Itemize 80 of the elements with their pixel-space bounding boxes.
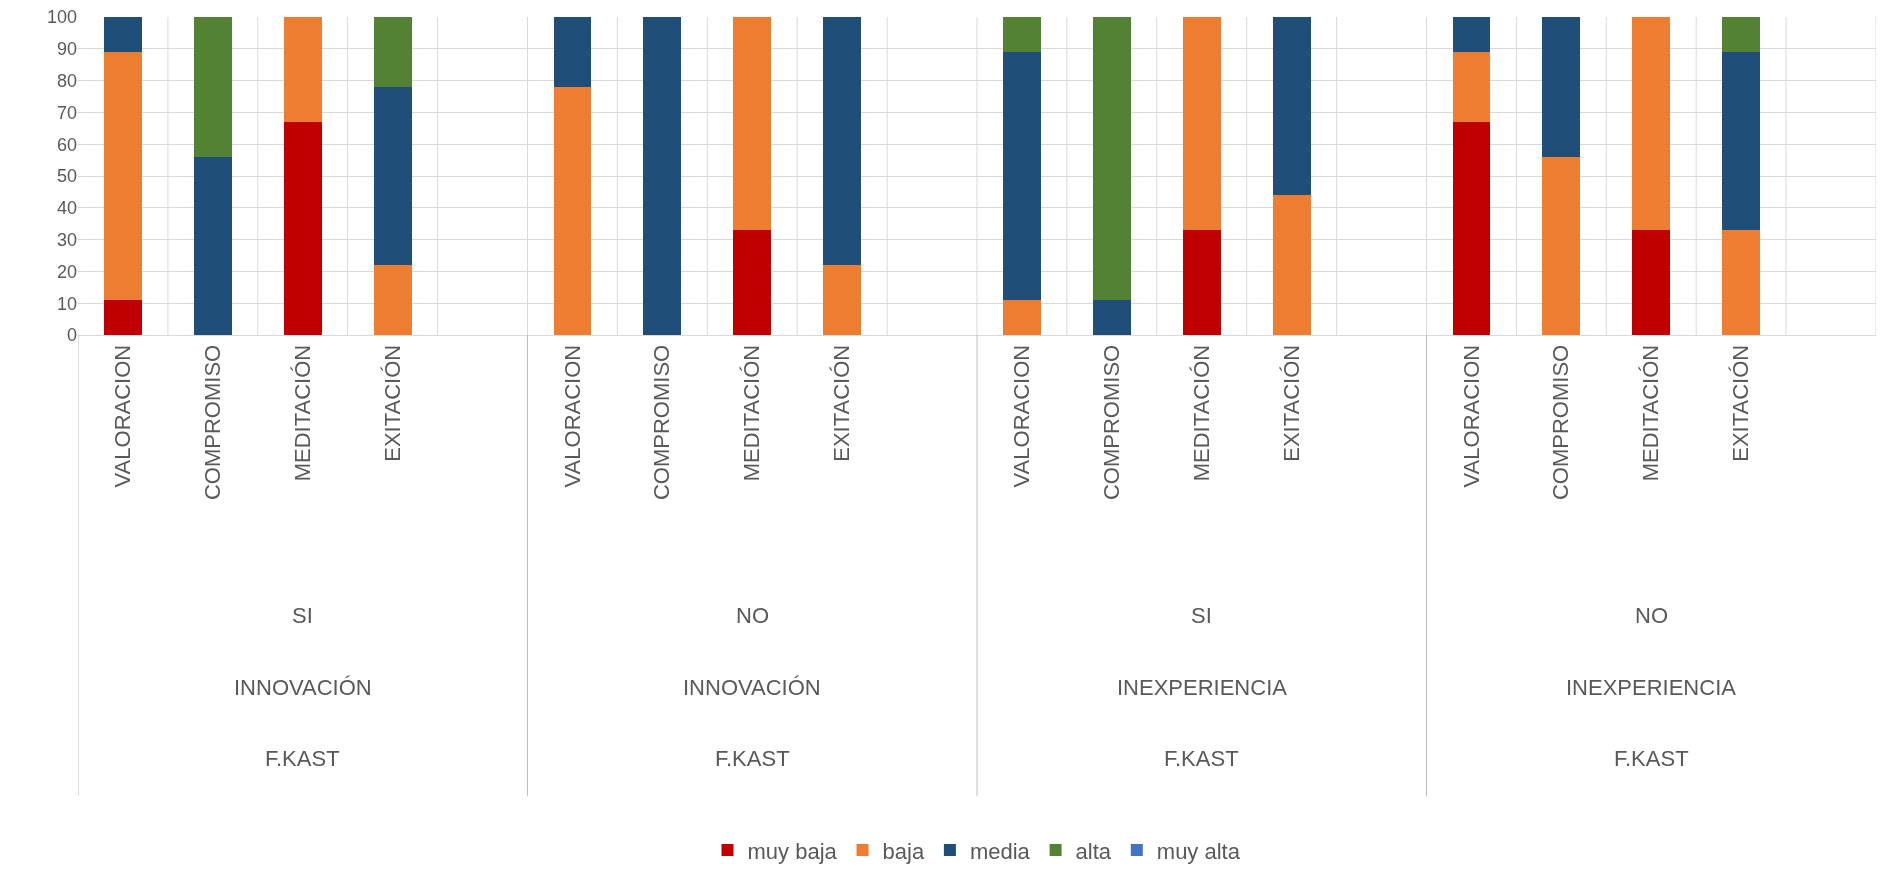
text: SI <box>1191 603 1212 628</box>
y-tick-label: 20 <box>56 261 77 282</box>
text: INNOVACIÓN <box>234 675 372 700</box>
bar <box>1453 52 1490 122</box>
text: SI <box>292 603 313 628</box>
x-tick-label: MEDITACIÓN <box>1638 344 1664 482</box>
x-tick-label: MEDITACIÓN <box>1188 344 1214 482</box>
bar <box>1093 300 1131 335</box>
bar <box>554 87 591 335</box>
y-tick-label: 70 <box>56 102 77 123</box>
text: INNOVACIÓN <box>683 675 821 700</box>
bar <box>104 17 142 52</box>
x-tick-label: COMPROMISO <box>1099 344 1124 501</box>
bar <box>284 122 322 335</box>
x-tick-label: COMPROMISO <box>200 344 225 501</box>
bar <box>1542 157 1580 335</box>
x-tick-label: EXITACIÓN <box>829 344 855 462</box>
x-tick-label: EXITACIÓN <box>1728 344 1754 462</box>
x-tick-label: VALORACION <box>1009 344 1035 488</box>
y-tick-label: 10 <box>56 293 77 314</box>
bar <box>284 17 322 122</box>
text: F.KAST <box>715 746 790 771</box>
x-tick-label: EXITACIÓN <box>1278 344 1304 462</box>
x-tick-label: COMPROMISO <box>649 344 675 501</box>
legend-label: baja <box>882 838 925 864</box>
legend-label: muy alta <box>1156 838 1241 864</box>
text: NO <box>1635 603 1668 628</box>
bar <box>1273 195 1311 335</box>
bar <box>194 157 232 335</box>
bar <box>194 17 232 157</box>
bar <box>1003 300 1041 335</box>
bar <box>823 265 861 335</box>
text: INEXPERIENCIA <box>1117 675 1288 700</box>
bar <box>374 17 412 87</box>
legend-label: alta <box>1075 838 1112 864</box>
bar <box>733 230 771 335</box>
x-tick-label: VALORACION <box>559 344 585 488</box>
bar <box>1003 17 1041 52</box>
bar <box>823 17 861 265</box>
bar <box>1722 52 1760 230</box>
bar <box>104 52 142 300</box>
y-tick-label: 50 <box>56 166 77 187</box>
bar <box>1093 17 1131 300</box>
text: NO <box>736 603 769 628</box>
bar <box>1183 17 1221 230</box>
bar <box>1453 122 1490 335</box>
bar <box>1722 230 1760 335</box>
y-tick-label: 80 <box>56 70 77 91</box>
text: F.KAST <box>265 746 340 771</box>
bar <box>1722 17 1760 52</box>
x-tick-label: MEDITACIÓN <box>739 344 765 482</box>
bar <box>554 17 591 87</box>
bar <box>643 17 681 335</box>
bar <box>1003 52 1041 300</box>
bar <box>374 87 412 265</box>
bar <box>1542 17 1580 157</box>
bar <box>1453 17 1490 52</box>
x-tick-label: EXITACIÓN <box>379 344 405 462</box>
y-tick-label: 30 <box>56 229 77 250</box>
bar <box>1183 230 1221 335</box>
y-tick-label: 60 <box>56 134 77 155</box>
text: F.KAST <box>1164 746 1239 771</box>
bar <box>1632 230 1670 335</box>
text: F.KAST <box>1614 746 1689 771</box>
bar <box>104 300 142 335</box>
x-tick-label: VALORACION <box>110 344 136 488</box>
legend-label: media <box>969 838 1031 864</box>
x-tick-label: COMPROMISO <box>1548 344 1574 501</box>
bar <box>1632 17 1670 230</box>
x-tick-label: MEDITACIÓN <box>289 344 315 482</box>
bar <box>733 17 771 230</box>
y-tick-label: 40 <box>56 198 77 219</box>
y-tick-label: 90 <box>56 39 77 60</box>
legend-label: muy baja <box>747 838 838 864</box>
x-tick-label: VALORACION <box>1458 344 1484 488</box>
y-tick-label: 0 <box>66 325 77 346</box>
text: INEXPERIENCIA <box>1566 675 1737 700</box>
y-tick-label: 100 <box>46 7 77 28</box>
bar <box>1273 17 1311 195</box>
bar <box>374 265 412 335</box>
